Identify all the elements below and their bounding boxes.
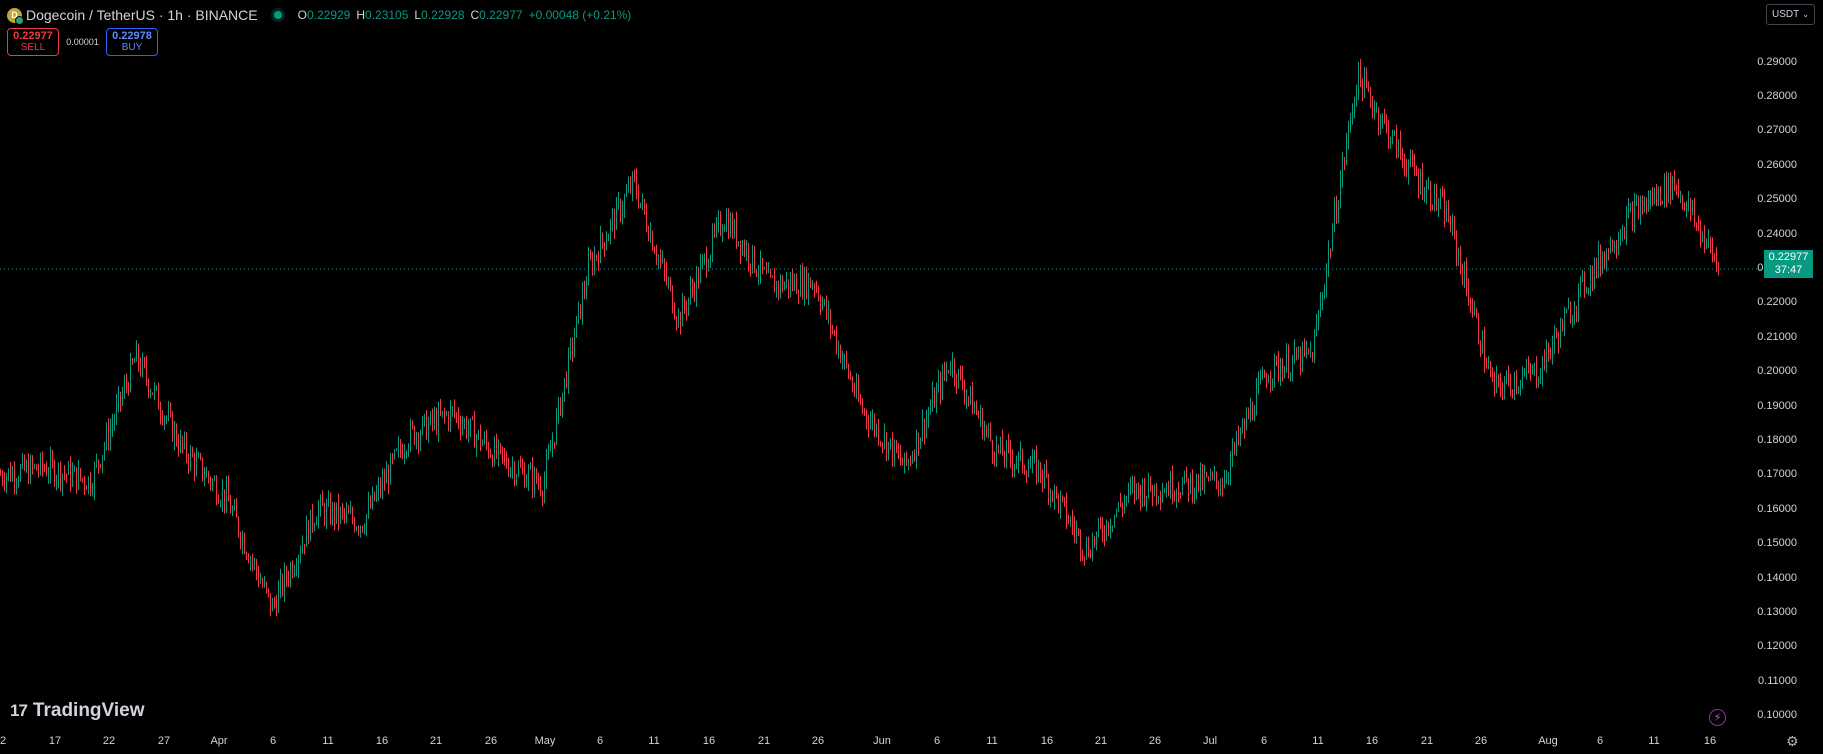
time-axis-label: May xyxy=(534,735,556,747)
time-axis-label: 26 xyxy=(811,735,825,747)
price-axis-label: 0.16000 xyxy=(1757,502,1797,515)
currency-value: USDT xyxy=(1772,9,1800,20)
time-axis-label: 16 xyxy=(1365,735,1379,747)
time-axis-label: Jun xyxy=(873,735,891,747)
time-axis-label: 6 xyxy=(933,735,941,747)
dogecoin-icon xyxy=(7,7,24,25)
ohlc-low: L0.22928 xyxy=(414,8,465,22)
last-price-value: 0.22977 xyxy=(1768,251,1809,263)
sell-button[interactable]: 0.22977 SELL xyxy=(7,28,59,56)
time-axis-label: 16 xyxy=(1040,735,1054,747)
time-axis-label: 21 xyxy=(757,735,771,747)
price-axis-label: 0.28000 xyxy=(1757,90,1797,103)
price-axis-label: 0.27000 xyxy=(1757,124,1797,137)
price-axis-label: 0.26000 xyxy=(1757,158,1797,171)
time-axis-label: 17 xyxy=(48,735,62,747)
time-axis-label: 2 xyxy=(0,735,7,747)
price-axis-label: 0.12000 xyxy=(1757,640,1797,653)
tradingview-logo-icon: 17 xyxy=(10,701,28,720)
time-axis-label: 11 xyxy=(1312,735,1324,747)
price-axis-label: 0.17000 xyxy=(1757,468,1797,481)
time-axis-label: 11 xyxy=(1648,735,1660,747)
status-dot-icon xyxy=(273,11,282,19)
currency-select[interactable]: USDT ⌄ xyxy=(1766,4,1815,25)
chevron-down-icon: ⌄ xyxy=(1802,10,1809,19)
ohlc-open: O0.22929 xyxy=(297,8,351,22)
gear-icon[interactable]: ⚙ xyxy=(1786,733,1799,749)
time-axis-label: 26 xyxy=(1474,735,1488,747)
price-axis-label: 0.22000 xyxy=(1757,296,1797,309)
spread-value: 0.00001 xyxy=(66,37,99,47)
time-axis-label: Apr xyxy=(210,735,228,747)
price-axis-label: 0.19000 xyxy=(1757,399,1797,412)
last-price-label: 0.22977 37:47 xyxy=(1764,250,1813,278)
ohlc-high: H0.23105 xyxy=(356,8,409,22)
time-axis-label: 6 xyxy=(596,735,604,747)
ohlc-values: O0.22929 H0.23105 L0.22928 C0.22977 +0.0… xyxy=(298,8,632,22)
price-axis-label: 0.21000 xyxy=(1757,330,1797,343)
buy-price: 0.22978 xyxy=(112,30,152,42)
time-axis-label: 6 xyxy=(1260,735,1268,747)
trade-panel: 0.22977 SELL 0.00001 0.22978 BUY xyxy=(7,28,158,56)
symbol-title[interactable]: Dogecoin / TetherUS · 1h · BINANCE xyxy=(26,7,258,23)
price-axis-label: 0.18000 xyxy=(1757,434,1797,447)
price-axis-label: 0.20000 xyxy=(1757,365,1797,378)
logo-text: TradingView xyxy=(32,700,145,721)
time-axis-label: 11 xyxy=(986,735,998,747)
time-axis-label: 6 xyxy=(1596,735,1604,747)
price-axis-label: 0.24000 xyxy=(1757,227,1797,240)
time-axis-label: 27 xyxy=(157,735,171,747)
symbol-header: Dogecoin / TetherUS · 1h · BINANCE O0.22… xyxy=(7,5,631,25)
time-axis-label: 11 xyxy=(322,735,334,747)
price-axis-label: 0.14000 xyxy=(1757,571,1797,584)
time-axis-label: 21 xyxy=(1420,735,1434,747)
price-axis-label: 0.10000 xyxy=(1757,709,1797,722)
time-axis-label: Aug xyxy=(1538,735,1558,747)
time-axis-label: 6 xyxy=(269,735,277,747)
time-axis-label: 16 xyxy=(375,735,389,747)
sell-price: 0.22977 xyxy=(13,30,53,42)
price-axis-label: 0.15000 xyxy=(1757,537,1797,550)
price-axis-label: 0.25000 xyxy=(1757,193,1797,206)
time-axis-label: 26 xyxy=(1148,735,1162,747)
time-axis-label: 22 xyxy=(102,735,116,747)
time-axis-label: 16 xyxy=(1703,735,1717,747)
price-axis-label: 0.29000 xyxy=(1757,55,1797,68)
ohlc-close: C0.22977 xyxy=(470,8,523,22)
lightning-icon[interactable]: ⚡ xyxy=(1709,709,1726,726)
time-axis-label: 21 xyxy=(1094,735,1108,747)
time-axis-label: 11 xyxy=(648,735,660,747)
ohlc-change: +0.00048 (+0.21%) xyxy=(528,8,632,22)
price-axis-label: 0.13000 xyxy=(1757,606,1797,619)
time-axis-label: Jul xyxy=(1202,735,1218,747)
time-axis-label: 16 xyxy=(702,735,716,747)
buy-button[interactable]: 0.22978 BUY xyxy=(106,28,158,56)
buy-label: BUY xyxy=(121,42,143,53)
time-axis-label: 26 xyxy=(484,735,498,747)
chart-area[interactable] xyxy=(0,0,1764,728)
price-axis-label: 0.11000 xyxy=(1758,674,1797,687)
sell-label: SELL xyxy=(20,42,46,53)
time-axis-label: 21 xyxy=(429,735,443,747)
tradingview-logo[interactable]: 17 TradingView xyxy=(10,700,145,722)
bar-countdown: 37:47 xyxy=(1774,264,1803,276)
